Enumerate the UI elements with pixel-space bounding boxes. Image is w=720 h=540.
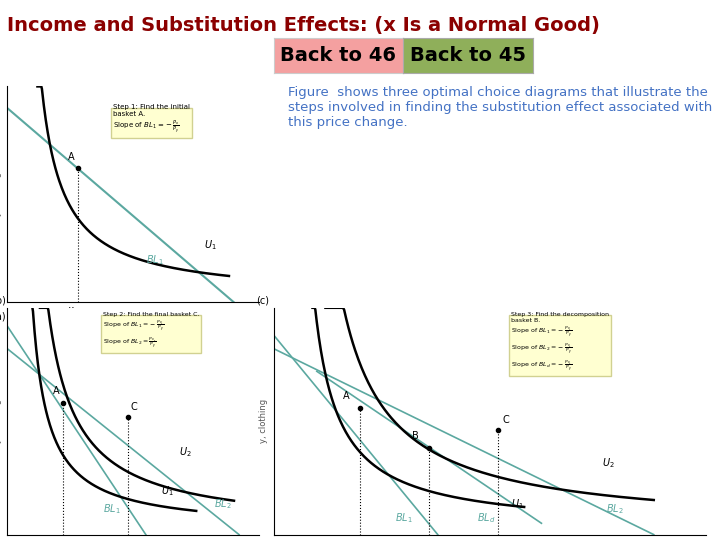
Text: Step 2: Find the final basket C.
Slope of $BL_1 = -\frac{P_{x_1}}{P_y}$
Slope of: Step 2: Find the final basket C. Slope o… [103, 312, 199, 352]
Text: $x_A$: $x_A$ [346, 538, 357, 540]
Text: $BL_d$: $BL_d$ [477, 511, 495, 525]
Text: $x_A$: $x_A$ [52, 538, 63, 540]
Text: A: A [343, 390, 349, 401]
Text: $BL_1$: $BL_1$ [145, 253, 163, 267]
Text: $BL_1$: $BL_1$ [103, 502, 121, 516]
Text: (c): (c) [256, 295, 269, 305]
Text: $BL_2$: $BL_2$ [214, 497, 232, 511]
Text: (b): (b) [0, 295, 6, 305]
Y-axis label: y, clothing: y, clothing [259, 399, 268, 443]
Text: C: C [503, 415, 509, 426]
Text: A: A [68, 152, 74, 162]
Text: $BL_2$: $BL_2$ [606, 502, 624, 516]
Text: $U_2$: $U_2$ [602, 456, 615, 470]
Text: $U_1$: $U_1$ [204, 238, 217, 252]
Text: $x_A$: $x_A$ [67, 305, 78, 317]
Text: $BL_1$: $BL_1$ [395, 511, 413, 525]
Text: $U_2$: $U_2$ [179, 445, 192, 459]
Y-axis label: y, clothing: y, clothing [0, 172, 1, 217]
X-axis label: x, food: x, food [119, 308, 148, 317]
Text: $U_1$: $U_1$ [511, 497, 524, 511]
Text: $x_C$: $x_C$ [483, 538, 496, 540]
Text: Back to 45: Back to 45 [410, 46, 526, 65]
Text: B: B [412, 431, 418, 441]
Text: $x_C$: $x_C$ [120, 538, 132, 540]
Text: A: A [53, 386, 59, 396]
Text: Figure  shows three optimal choice diagrams that illustrate the steps involved i: Figure shows three optimal choice diagra… [288, 86, 712, 130]
Text: $U_1$: $U_1$ [161, 484, 174, 497]
Text: $x_B$: $x_B$ [415, 538, 426, 540]
Text: Step 3: Find the decomposition
basket B.
Slope of $BL_1 = -\frac{P_{x_1}}{P_y}$
: Step 3: Find the decomposition basket B.… [511, 312, 609, 374]
Text: C: C [131, 402, 138, 412]
Text: Income and Substitution Effects: (x Is a Normal Good): Income and Substitution Effects: (x Is a… [7, 16, 600, 35]
Y-axis label: y, clothing: y, clothing [0, 399, 1, 443]
Text: Step 1: Find the initial
basket A.
Slope of $BL_1 = -\frac{P_x}{P_y}$: Step 1: Find the initial basket A. Slope… [113, 104, 190, 136]
Text: Back to 46: Back to 46 [280, 46, 397, 65]
Text: (a): (a) [0, 312, 6, 322]
